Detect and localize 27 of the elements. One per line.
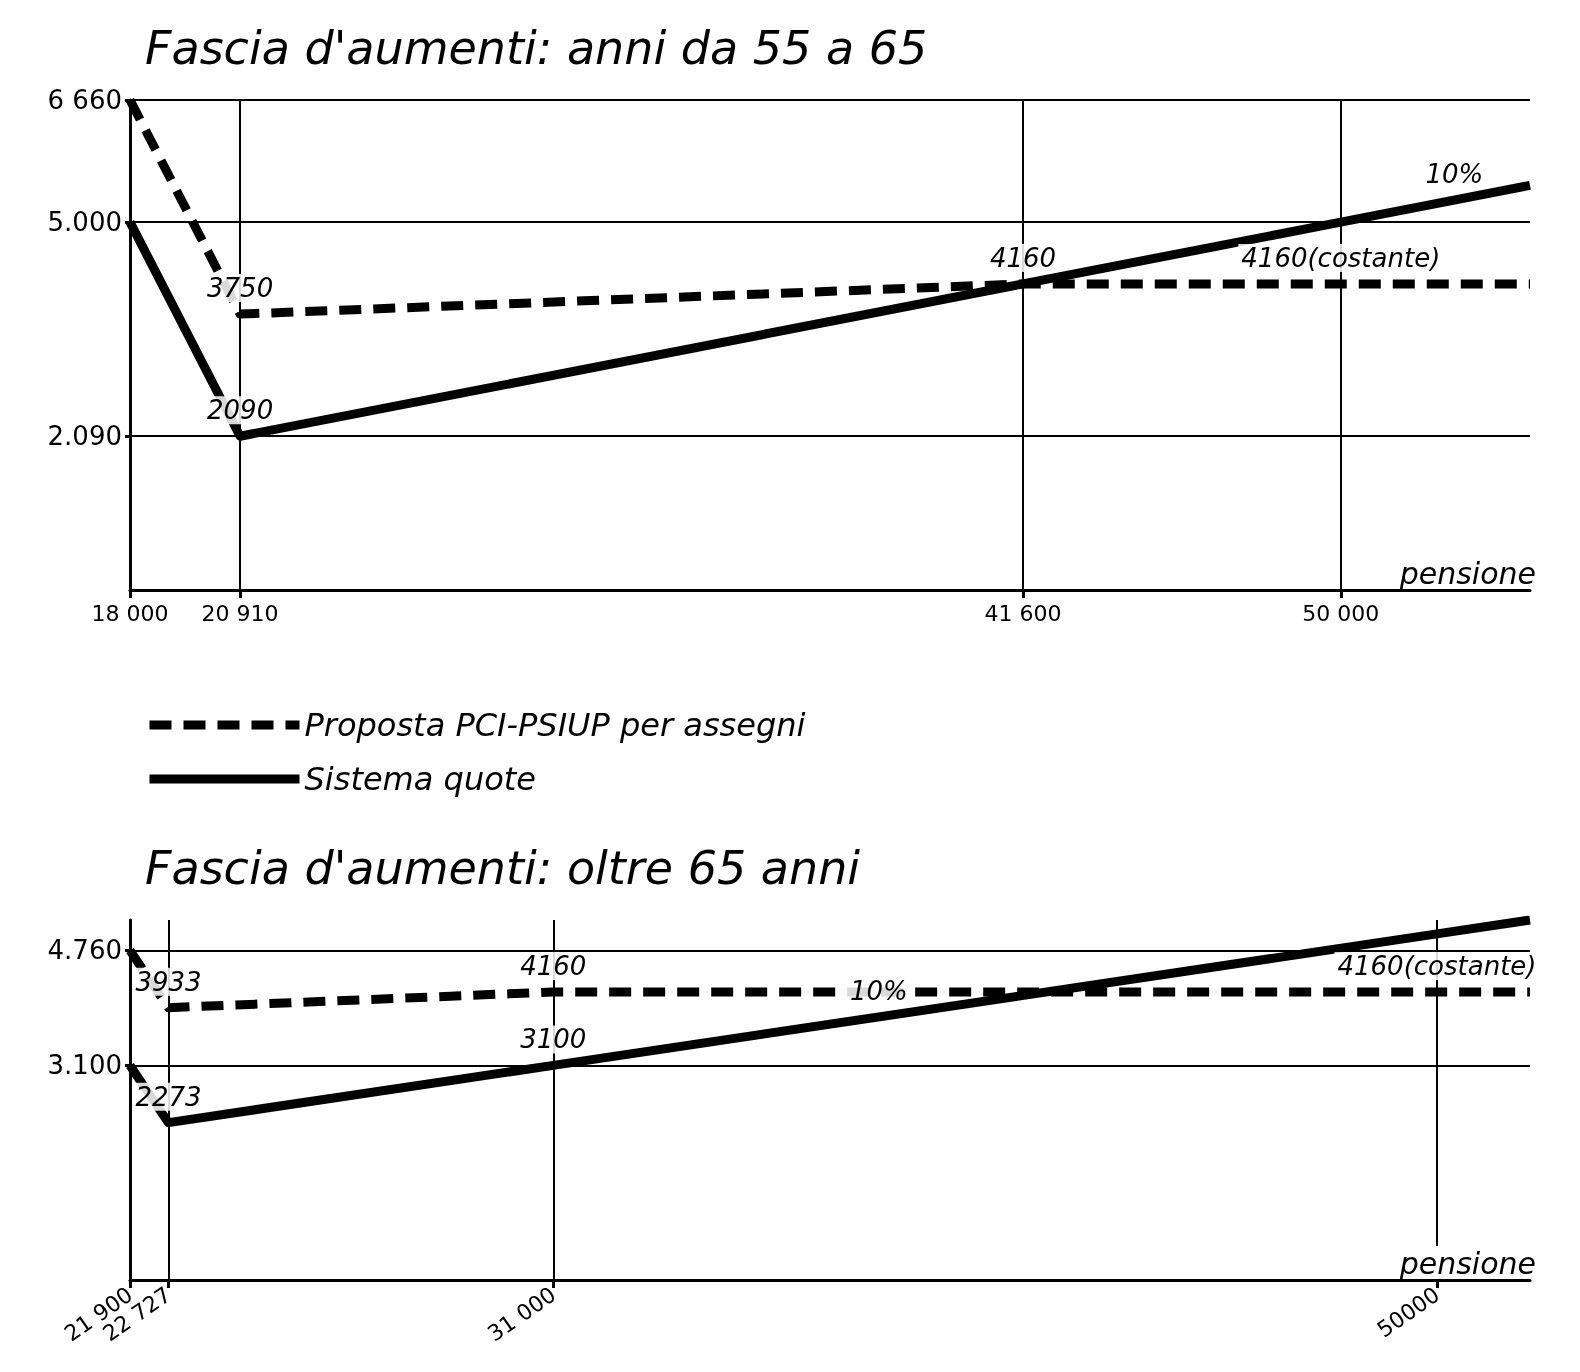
annotation: 3750: [207, 273, 274, 304]
y-tick-label: 4.760: [47, 935, 122, 966]
x-tick-label: 20 910: [201, 600, 279, 626]
annotation: 2090: [207, 395, 274, 426]
annotation: 4160: [989, 242, 1057, 273]
y-tick-label: 2.090: [47, 421, 122, 452]
chart-title: Fascia d'aumenti: oltre 65 anni: [145, 841, 861, 895]
legend-label: Sistema quote: [304, 760, 536, 798]
annotation: 3933: [135, 966, 202, 997]
legend-label: Proposta PCI-PSIUP per assegni: [304, 706, 806, 744]
x-tick-label: 50 000: [1302, 600, 1380, 626]
x-axis-title: pensione: [1398, 1245, 1536, 1281]
annotation: 4160(costante): [1337, 951, 1537, 981]
x-tick-label: 41 600: [984, 600, 1062, 626]
annotation: 3100: [520, 1024, 587, 1055]
annotation: 10%: [1425, 159, 1484, 190]
annotation: 4160(costante): [1241, 242, 1441, 273]
x-tick-label: 18 000: [91, 600, 169, 626]
annotation: 4160: [520, 951, 587, 981]
y-tick-label: 5.000: [47, 207, 122, 238]
annotation: 10%: [849, 975, 908, 1006]
x-tick-label: 31 000: [483, 1281, 561, 1347]
y-tick-label: 6 660: [47, 85, 122, 115]
x-axis-title: pensione: [1398, 555, 1536, 591]
y-tick-label: 3.100: [47, 1050, 122, 1081]
annotation: 2273: [135, 1081, 202, 1112]
chart-title: Fascia d'aumenti: anni da 55 a 65: [145, 21, 928, 75]
